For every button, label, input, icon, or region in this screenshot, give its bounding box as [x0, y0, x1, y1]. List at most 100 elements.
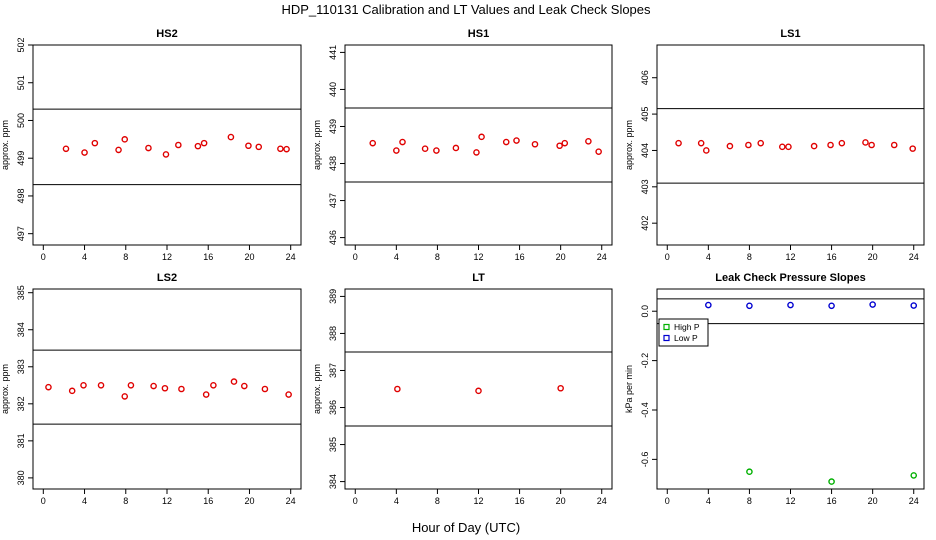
- data-point-series: [150, 382, 157, 390]
- figure-xlabel: Hour of Day (UTC): [412, 520, 520, 535]
- panel-title: LS1: [780, 28, 800, 40]
- data-point-low-p: [910, 302, 918, 309]
- data-point-series: [702, 147, 710, 154]
- data-point-series: [285, 391, 292, 398]
- data-point-series: [557, 384, 564, 392]
- y-axis-label: approx. ppm: [624, 120, 634, 170]
- y-tick-label: 499: [16, 151, 26, 166]
- x-tick-label: 24: [597, 252, 607, 262]
- panel-lt: LT approx. ppm 0 4 8 12 16 20 24 384 385 386 387 388 3…: [312, 272, 613, 506]
- panel-ls2: LS2 approx. ppm 0 4 8 12 16 20 24 380 381 382 383 384…: [0, 272, 302, 506]
- data-point-series: [261, 385, 269, 393]
- y-tick-label: 383: [16, 359, 26, 374]
- data-point-series: [513, 137, 520, 144]
- data-point-series: [433, 147, 440, 154]
- panel-title: HS2: [156, 28, 177, 40]
- data-point-series: [127, 381, 135, 389]
- y-tick-label: 439: [328, 119, 338, 134]
- data-point-series: [827, 141, 834, 149]
- data-point-series: [245, 142, 252, 150]
- data-point-series: [161, 384, 169, 392]
- panel-hs2: HS2 approx. ppm 0 4 8 12 16 20 24 497 498 499 500 501…: [0, 28, 302, 262]
- data-point-series: [697, 139, 705, 147]
- x-tick-label: 24: [909, 496, 919, 506]
- x-tick-label: 8: [435, 252, 440, 262]
- x-tick-label: 16: [827, 252, 837, 262]
- legend-label: High P: [674, 322, 700, 332]
- y-tick-label: 436: [328, 230, 338, 245]
- data-point-series: [595, 148, 602, 155]
- legend-box: [658, 318, 709, 347]
- y-tick-label: 405: [640, 107, 650, 122]
- y-tick-label: 502: [16, 37, 26, 52]
- legend-swatch: [663, 334, 670, 342]
- plot-frame: [344, 288, 613, 490]
- data-point-series: [277, 145, 284, 153]
- data-point-series: [478, 133, 485, 141]
- data-point-high-p: [746, 468, 753, 476]
- x-tick-label: 20: [868, 252, 878, 262]
- panel-title: HS1: [468, 28, 489, 40]
- x-tick-label: 4: [394, 496, 399, 506]
- data-point-series: [838, 139, 846, 147]
- data-point-series: [91, 139, 99, 147]
- data-point-series: [80, 381, 87, 389]
- data-point-series: [162, 151, 170, 158]
- x-tick-label: 20: [556, 252, 566, 262]
- data-point-series: [785, 143, 792, 151]
- panels: HS2 approx. ppm 0 4 8 12 16 20 24 497 498 499 500 501…: [0, 28, 925, 506]
- y-tick-label: 403: [640, 179, 650, 194]
- data-point-series: [890, 141, 898, 149]
- y-tick-label: 497: [16, 226, 26, 241]
- panel-hs1: HS1 approx. ppm 0 4 8 12 16 20 24 436 437 438 439 440…: [312, 28, 613, 262]
- data-point-series: [475, 387, 482, 395]
- data-point-series: [369, 139, 377, 147]
- x-tick-label: 12: [785, 252, 795, 262]
- y-tick-label: -0.4: [640, 402, 650, 418]
- data-point-low-p: [705, 301, 712, 309]
- y-tick-label: 386: [328, 400, 338, 415]
- x-tick-label: 4: [394, 252, 399, 262]
- figure-title: HDP_110131 Calibration and LT Values and…: [281, 2, 651, 17]
- y-tick-label: 387: [328, 363, 338, 378]
- x-tick-label: 0: [665, 496, 670, 506]
- x-tick-label: 20: [868, 496, 878, 506]
- data-point-series: [45, 383, 52, 391]
- x-tick-label: 16: [515, 496, 525, 506]
- y-tick-label: 382: [16, 396, 26, 411]
- x-tick-label: 24: [909, 252, 919, 262]
- x-tick-label: 24: [286, 496, 296, 506]
- x-tick-label: 20: [556, 496, 566, 506]
- y-tick-label: 406: [640, 70, 650, 85]
- y-tick-label: 0.0: [640, 305, 650, 318]
- data-point-series: [745, 141, 752, 149]
- y-tick-label: -0.6: [640, 452, 650, 468]
- data-point-series: [862, 139, 869, 146]
- y-tick-label: 389: [328, 289, 338, 304]
- data-point-low-p: [746, 302, 753, 310]
- x-tick-label: 8: [123, 496, 128, 506]
- data-point-low-p: [869, 301, 876, 308]
- data-point-series: [255, 143, 263, 151]
- x-tick-label: 0: [41, 496, 46, 506]
- x-tick-label: 20: [244, 496, 254, 506]
- y-tick-label: 385: [16, 285, 26, 300]
- x-tick-label: 8: [747, 252, 752, 262]
- x-tick-label: 16: [203, 496, 213, 506]
- y-tick-label: 402: [640, 216, 650, 231]
- plot-frame: [344, 44, 613, 246]
- data-point-series: [202, 391, 210, 398]
- y-axis-label: kPa per min: [624, 365, 634, 413]
- x-tick-label: 4: [706, 252, 711, 262]
- x-tick-label: 12: [162, 496, 172, 506]
- data-point-series: [675, 139, 682, 147]
- x-tick-label: 12: [162, 252, 172, 262]
- data-point-series: [531, 140, 539, 148]
- x-tick-label: 4: [706, 496, 711, 506]
- data-point-series: [97, 381, 105, 389]
- y-tick-label: -0.2: [640, 353, 650, 369]
- y-tick-label: 384: [328, 474, 338, 489]
- y-tick-label: 404: [640, 143, 650, 158]
